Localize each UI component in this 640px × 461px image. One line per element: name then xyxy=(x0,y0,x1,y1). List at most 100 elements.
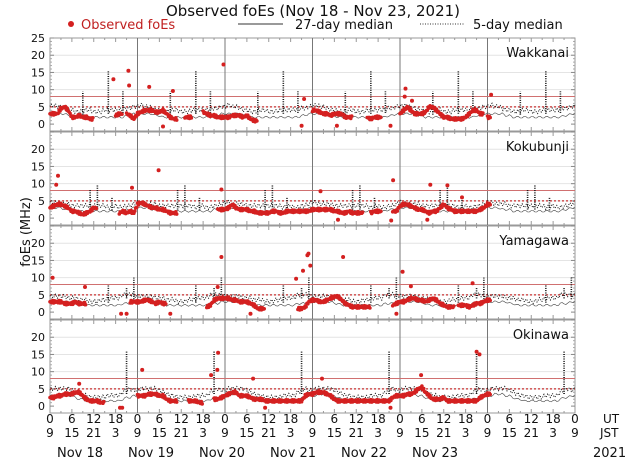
observed-point xyxy=(120,112,124,116)
observed-point-outlier xyxy=(120,405,125,410)
y-tick-label: 15 xyxy=(31,66,45,79)
y-tick-label: 10 xyxy=(31,84,45,97)
y-tick-label: 10 xyxy=(31,178,45,191)
observed-point-outlier xyxy=(334,123,339,128)
x-tick-label-jst: 15 xyxy=(414,426,429,440)
observed-point-outlier xyxy=(388,405,393,410)
observed-point-outlier xyxy=(391,178,396,183)
x-tick-label-ut: 6 xyxy=(506,412,514,426)
legend-5day-label: 5-day median xyxy=(473,18,563,33)
legend-observed-label: Observed foEs xyxy=(81,18,175,33)
observed-point-outlier xyxy=(50,275,55,280)
y-tick-label: 20 xyxy=(31,331,45,344)
observed-point-outlier xyxy=(470,281,475,286)
x-tick-label-ut: 0 xyxy=(396,412,404,426)
observed-point-outlier xyxy=(221,62,226,67)
x-tick-label-jst: 15 xyxy=(152,426,167,440)
y-tick-label: 15 xyxy=(31,254,45,267)
observed-point-outlier xyxy=(299,123,304,128)
observed-point xyxy=(428,393,432,398)
y-tick-label: 0 xyxy=(38,212,45,225)
x-tick-label-ut: 6 xyxy=(156,412,164,426)
observed-point-outlier xyxy=(489,92,494,97)
y-tick-label: 5 xyxy=(38,289,45,302)
observed-point-outlier xyxy=(410,98,414,103)
observed-point xyxy=(304,305,308,309)
observed-point-outlier xyxy=(209,373,214,378)
y-tick-label: 20 xyxy=(31,237,45,250)
x-tick-label-ut: 18 xyxy=(283,412,298,426)
x-tick-label-ut: 18 xyxy=(458,412,473,426)
observed-point-outlier xyxy=(305,253,310,258)
y-tick-label: 10 xyxy=(31,366,45,379)
y-tick-label: 10 xyxy=(31,272,45,285)
x-tick-label-ut: 6 xyxy=(418,412,426,426)
x-date-label: Nov 23 xyxy=(412,446,458,457)
x-tick-label-jst: 21 xyxy=(86,426,101,440)
observed-point-outlier xyxy=(77,381,82,386)
x-axis-ut-label: UT xyxy=(603,412,620,426)
x-tick-label-ut: 12 xyxy=(349,412,364,426)
panel-yamagawa: 0 5 10 15 20 Yamagawa xyxy=(31,225,576,320)
observed-point-outlier xyxy=(318,189,323,194)
observed-point-outlier xyxy=(394,311,399,316)
x-tick-label-ut: 18 xyxy=(545,412,560,426)
observed-point xyxy=(189,116,194,120)
observed-point-outlier xyxy=(219,255,224,259)
x-tick-label-jst: 9 xyxy=(571,426,579,440)
x-tick-label-ut: 0 xyxy=(309,412,317,426)
observed-point-outlier xyxy=(388,123,393,128)
y-tick-label: 5 xyxy=(38,195,45,208)
x-tick-label-jst: 21 xyxy=(174,426,189,440)
x-tick-label-jst: 15 xyxy=(502,426,517,440)
x-tick-label-ut: 18 xyxy=(108,412,123,426)
observed-point-outlier xyxy=(263,405,268,410)
observed-point-outlier xyxy=(425,217,430,222)
observed-point xyxy=(68,111,72,116)
x-tick-label-jst: 3 xyxy=(462,426,470,440)
x-tick-label-jst: 21 xyxy=(349,426,364,440)
x-tick-label-ut: 18 xyxy=(370,412,385,426)
observed-point-outlier xyxy=(320,376,324,381)
observed-point-outlier xyxy=(460,195,464,200)
x-date-label: Nov 19 xyxy=(128,446,174,457)
observed-point-outlier xyxy=(127,83,132,88)
observed-point xyxy=(452,304,456,308)
observed-point-outlier xyxy=(419,373,424,378)
x-tick-label-ut: 12 xyxy=(174,412,189,426)
observed-point xyxy=(488,115,493,120)
panel-kokubunji: 0 5 10 15 20 Kokubunji xyxy=(31,131,576,226)
x-tick-label-ut: 12 xyxy=(436,412,451,426)
observed-point xyxy=(174,212,179,216)
x-tick-label-jst: 9 xyxy=(221,426,229,440)
x-date-label: Nov 18 xyxy=(57,446,103,457)
observed-point-outlier xyxy=(54,182,59,187)
panel-okinawa: 0 5 10 15 20 Okinawa xyxy=(31,319,576,414)
observed-point-outlier xyxy=(168,311,173,316)
observed-point-outlier xyxy=(140,367,145,372)
observed-point-outlier xyxy=(126,68,131,73)
station-name: Yamagawa xyxy=(498,234,569,249)
observed-point-outlier xyxy=(111,77,116,82)
observed-point-outlier xyxy=(294,276,299,281)
observed-point xyxy=(83,302,88,307)
observed-point-outlier xyxy=(119,311,124,316)
observed-point xyxy=(481,111,485,115)
x-tick-label-ut: 0 xyxy=(571,412,579,426)
x-date-label: Nov 21 xyxy=(270,446,316,457)
observed-point-outlier xyxy=(336,217,340,222)
observed-point xyxy=(395,209,400,213)
observed-point-outlier xyxy=(161,124,165,129)
observed-point-outlier xyxy=(301,268,305,273)
y-tick-label: 5 xyxy=(38,101,45,114)
observed-point xyxy=(91,116,95,120)
observed-point xyxy=(200,402,204,406)
y-tick-label: 15 xyxy=(31,160,45,173)
observed-point-outlier xyxy=(130,185,134,190)
observed-point-outlier xyxy=(147,84,152,89)
x-tick-label-ut: 6 xyxy=(331,412,339,426)
observed-point xyxy=(262,307,267,311)
x-tick-label-ut: 0 xyxy=(134,412,142,426)
x-tick-label-jst: 3 xyxy=(549,426,557,440)
chart-title: Observed foEs (Nov 18 - Nov 23, 2021) xyxy=(166,2,460,20)
